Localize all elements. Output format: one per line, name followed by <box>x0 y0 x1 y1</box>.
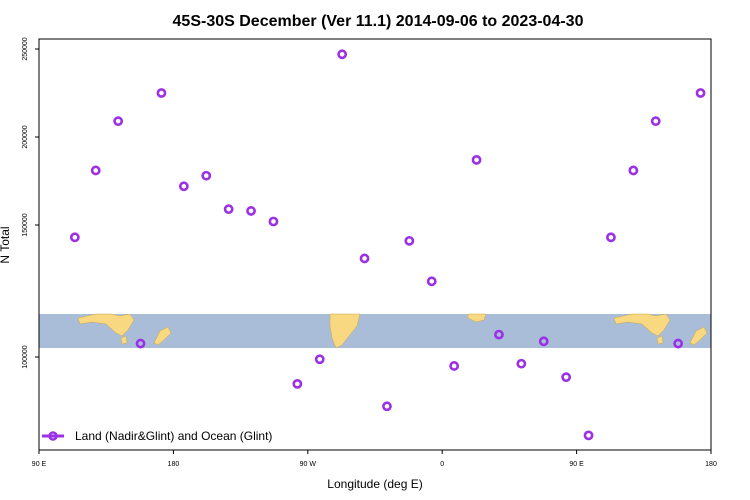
legend: Land (Nadir&Glint) and Ocean (Glint) <box>42 429 272 443</box>
map-landmass <box>153 326 172 346</box>
plot-frame <box>38 38 712 451</box>
data-point <box>178 181 189 192</box>
data-point <box>246 206 256 216</box>
data-point <box>90 165 101 176</box>
data-point <box>449 361 460 371</box>
data-point <box>650 116 661 127</box>
data-point <box>538 336 549 347</box>
x-tick-label: 90 E <box>569 461 584 468</box>
data-point <box>382 401 392 412</box>
y-tick-label: 100000 <box>22 345 29 368</box>
data-point <box>404 235 415 246</box>
data-point <box>113 116 124 127</box>
data-point <box>135 338 146 349</box>
data-point <box>583 430 594 441</box>
x-tick-label: 0 <box>440 461 444 468</box>
data-point <box>561 372 572 383</box>
data-point <box>695 88 706 98</box>
data-point <box>426 276 437 287</box>
x-tick-label: 180 <box>168 461 180 468</box>
chart-title: 45S-30S December (Ver 11.1) 2014-09-06 t… <box>173 13 584 30</box>
x-tick-label: 90 E <box>32 461 47 468</box>
x-tick-label: 180 <box>705 461 717 468</box>
data-point <box>606 232 616 243</box>
data-point <box>359 253 370 264</box>
data-point <box>337 49 348 60</box>
x-axis-label: Longitude (deg E) <box>327 477 422 491</box>
y-axis-label: N Total <box>0 226 12 263</box>
map-landmass <box>689 326 708 346</box>
map-strip <box>39 313 711 349</box>
map-landmass <box>467 313 487 323</box>
data-point <box>292 378 303 389</box>
map-landmass <box>77 313 135 337</box>
data-point <box>628 165 639 176</box>
x-tick-label: 90 W <box>300 461 317 468</box>
data-point <box>268 216 279 227</box>
data-point <box>223 204 234 215</box>
map-landmass <box>613 313 671 337</box>
legend-marker <box>48 431 58 441</box>
data-point <box>69 232 80 243</box>
map-landmass <box>656 335 664 345</box>
data-point <box>314 354 325 365</box>
y-tick-label: 250000 <box>22 37 29 60</box>
data-point <box>156 88 167 98</box>
data-point <box>471 154 482 165</box>
ticks: 90 E 180 90 W 0 90 E 180 100000 150000 200000 250… <box>22 37 717 468</box>
data-point <box>201 170 212 181</box>
data-point <box>516 358 527 369</box>
y-tick-label: 200000 <box>22 125 29 148</box>
legend-label: Land (Nadir&Glint) and Ocean (Glint) <box>75 429 272 443</box>
data-point <box>494 329 504 340</box>
map-ocean <box>39 314 711 348</box>
data-point <box>673 338 684 349</box>
map-landmass <box>120 335 128 345</box>
y-tick-label: 150000 <box>22 213 29 236</box>
data-points <box>69 49 706 441</box>
map-landmass <box>329 313 361 349</box>
